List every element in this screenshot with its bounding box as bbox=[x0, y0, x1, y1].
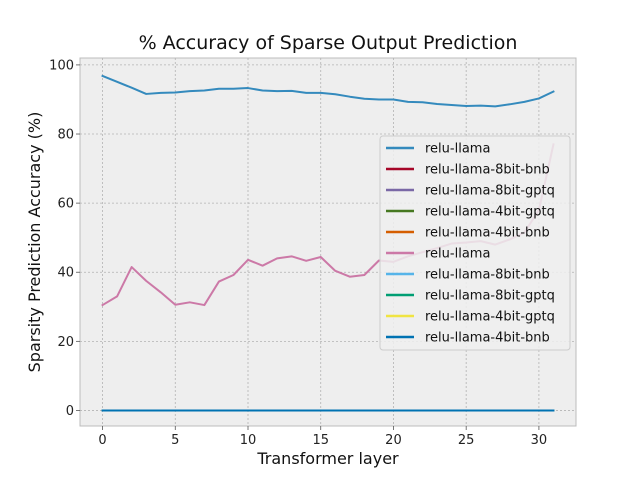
y-tick-label: 80 bbox=[57, 128, 74, 143]
y-tick-label: 60 bbox=[57, 197, 74, 212]
x-tick-label: 5 bbox=[171, 433, 179, 448]
legend-label: relu-llama-4bit-gptq bbox=[425, 205, 555, 220]
legend-label: relu-llama-4bit-bnb bbox=[425, 226, 550, 241]
legend: relu-llama relu-llama-8bit-bnb relu-llama-… bbox=[379, 135, 571, 351]
y-tick-label: 20 bbox=[57, 335, 74, 350]
legend-label: relu-llama bbox=[425, 247, 490, 262]
legend-label: relu-llama-8bit-bnb bbox=[425, 163, 550, 178]
x-tick-label: 25 bbox=[458, 433, 475, 448]
axis-ticks: 0 5 10 15 20 25 30 0 20 40 60 80 100 bbox=[49, 58, 547, 448]
legend-label: relu-llama-8bit-gptq bbox=[425, 289, 555, 304]
series-line-0 bbox=[101, 74, 555, 108]
x-tick-label: 15 bbox=[312, 433, 329, 448]
legend-label: relu-llama bbox=[425, 142, 490, 157]
x-tick-label: 0 bbox=[98, 433, 106, 448]
chart-title: % Accuracy of Sparse Output Prediction bbox=[139, 32, 518, 54]
y-tick-label: 40 bbox=[57, 266, 74, 281]
y-tick-label: 100 bbox=[49, 58, 74, 73]
y-axis-label: Sparsity Prediction Accuracy (%) bbox=[25, 112, 44, 373]
x-tick-label: 30 bbox=[531, 433, 548, 448]
legend-label: relu-llama-4bit-bnb bbox=[425, 331, 550, 346]
x-tick-label: 10 bbox=[240, 433, 257, 448]
y-tick-label: 0 bbox=[66, 404, 74, 419]
legend-label: relu-llama-8bit-gptq bbox=[425, 184, 555, 199]
x-tick-label: 20 bbox=[385, 433, 402, 448]
legend-label: relu-llama-8bit-bnb bbox=[425, 268, 550, 283]
legend-label: relu-llama-4bit-gptq bbox=[425, 310, 555, 325]
x-axis-label: Transformer layer bbox=[256, 449, 399, 468]
legend-box bbox=[379, 135, 571, 351]
